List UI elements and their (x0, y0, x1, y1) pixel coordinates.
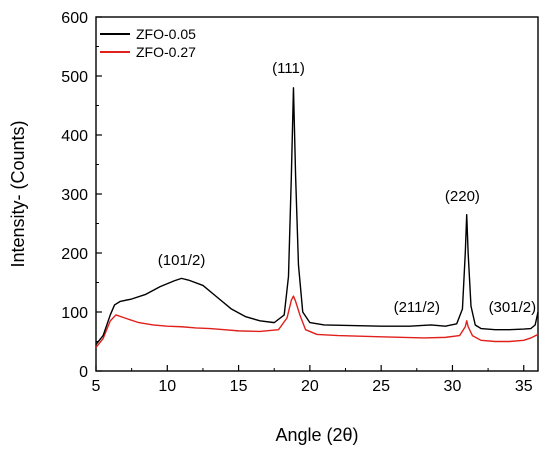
legend-label-series-1: ZFO-0.05 (136, 26, 196, 42)
y-tick-label: 100 (61, 305, 88, 322)
peak-annotation: (101/2) (158, 252, 206, 269)
x-tick-label: 25 (372, 378, 390, 395)
x-tick-label: 15 (230, 378, 248, 395)
annotations-layer: (101/2) (111) (211/2) (220) (301/2) (158, 60, 536, 316)
peak-annotation: (211/2) (394, 299, 440, 316)
x-tick-label: 35 (515, 378, 533, 395)
peak-annotation: (111) (272, 60, 305, 77)
peak-annotation: (220) (445, 188, 480, 205)
legend: ZFO-0.05 ZFO-0.27 (100, 26, 196, 60)
ticks-layer: 5 10 15 20 25 30 35 0 100 200 300 400 500 600 (61, 10, 532, 395)
y-tick-label: 200 (61, 246, 88, 263)
y-tick-label: 300 (61, 187, 88, 204)
series-layer (95, 87, 539, 348)
x-tick-label: 20 (301, 378, 319, 395)
series-line-2 (95, 295, 539, 348)
y-tick-label: 600 (61, 10, 88, 27)
y-tick-label: 0 (79, 364, 88, 381)
series-line-1 (95, 87, 539, 345)
x-tick-label: 30 (444, 378, 462, 395)
legend-label-series-2: ZFO-0.27 (136, 44, 196, 60)
x-tick-label: 10 (158, 378, 176, 395)
y-tick-label: 500 (61, 69, 88, 86)
peak-annotation: (301/2) (489, 299, 537, 316)
x-axis-label: Angle (2θ) (275, 425, 358, 445)
y-tick-label: 400 (61, 128, 88, 145)
y-axis-label: Intensity- (Counts) (8, 120, 28, 267)
x-tick-label: 5 (92, 378, 101, 395)
